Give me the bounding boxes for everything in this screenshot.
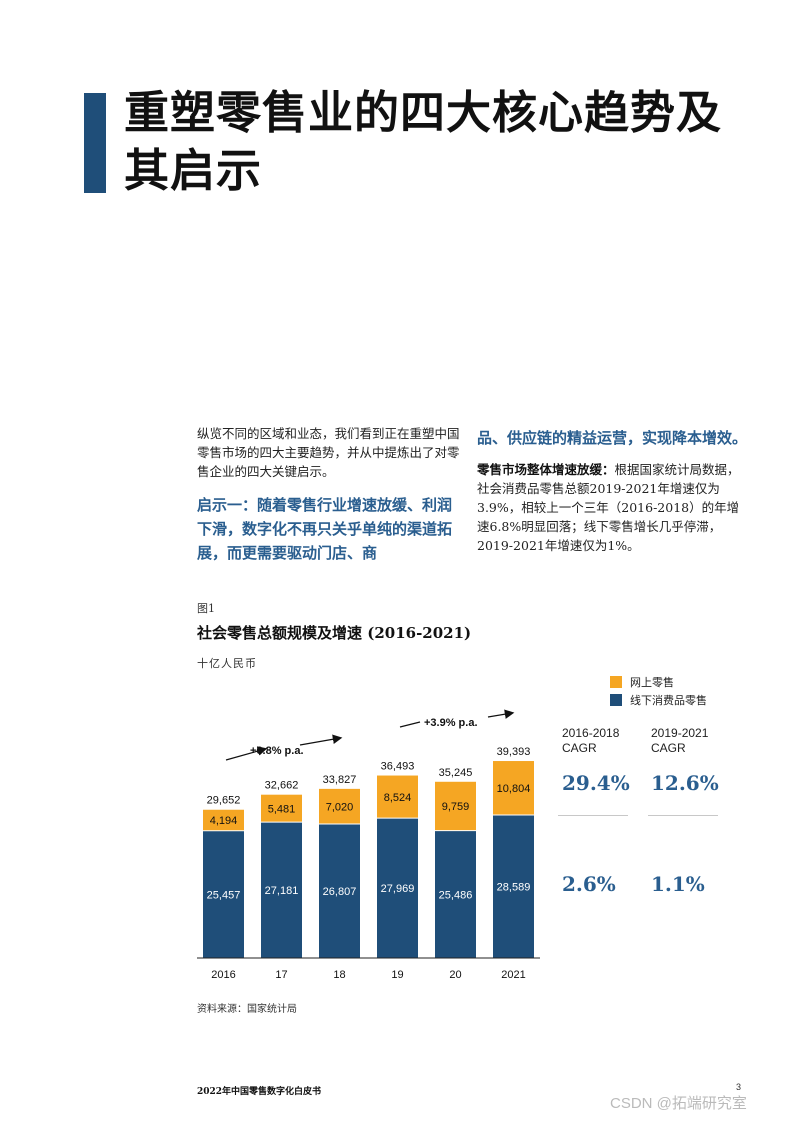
bar-offline-19 [377, 818, 418, 958]
label-online-2016: 4,194 [210, 815, 238, 827]
growth-annotation-2019-2021: +3.9% p.a. [424, 717, 478, 729]
label-offline-20: 25,486 [439, 889, 473, 901]
left-column: 纵览不同的区域和业态，我们看到正在重塑中国零售市场的四大主要趋势，并从中提炼出了… [197, 424, 463, 565]
market-paragraph-lead: 零售市场整体增速放缓： [477, 462, 615, 477]
label-total-18: 33,827 [323, 774, 357, 786]
bar-offline-20 [435, 830, 476, 958]
intro-paragraph: 纵览不同的区域和业态，我们看到正在重塑中国零售市场的四大主要趋势，并从中提炼出了… [197, 426, 460, 479]
label-offline-19: 27,969 [381, 883, 415, 895]
watermark: CSDN @拓端研究室 [610, 1095, 747, 1112]
page-number: 3 [736, 1082, 742, 1092]
x-tick-2016: 2016 [211, 969, 235, 981]
bar-online-2016 [203, 809, 244, 831]
label-total-19: 36,493 [381, 761, 415, 773]
insight-one-heading: 启示一：随着零售行业增速放缓、利润下滑，数字化不再只关乎单纯的渠道拓展，而更需要… [197, 496, 453, 562]
figure-title: 社会零售总额规模及增速 (2016-2021) [197, 624, 472, 642]
growth-annotation-2016-2018: +6.8% p.a. [250, 745, 304, 757]
figure-label: 图1 [197, 602, 215, 615]
cagr-online-2019-2021: 12.6% [651, 771, 719, 795]
growth-arrow-left-head [299, 734, 343, 746]
cagr-header-2016-2018: 2016-2018 CAGR [562, 726, 620, 755]
cagr-divider-left [558, 815, 628, 816]
legend-label-offline: 线下消费品零售 [630, 694, 707, 707]
footer-title: 2022年中国零售数字化白皮书 [197, 1087, 322, 1097]
insight-one-heading-continued: 品、供应链的精益运营，实现降本增效。 [477, 429, 748, 447]
bar-online-2021 [493, 761, 534, 816]
bar-online-18 [319, 788, 360, 824]
label-online-17: 5,481 [268, 803, 296, 815]
legend-item-offline: 线下消费品零售 [610, 692, 707, 708]
x-tick-18: 18 [333, 969, 345, 981]
legend-swatch-offline [610, 694, 622, 706]
x-tick-2021: 2021 [501, 969, 525, 981]
bar-offline-17 [261, 822, 302, 958]
bar-online-20 [435, 781, 476, 831]
cagr-online-2016-2018: 29.4% [562, 771, 630, 795]
label-total-2021: 39,393 [497, 746, 531, 758]
bar-online-19 [377, 775, 418, 819]
page-title: 重塑零售业的四大核心趋势及其启示 [124, 86, 723, 197]
label-offline-2016: 25,457 [207, 889, 241, 901]
label-offline-17: 27,181 [265, 885, 299, 897]
label-online-20: 9,759 [442, 801, 470, 813]
market-paragraph-body: 根据国家统计局数据，社会消费品零售总额2019-2021年增速仅为3.9%，相较… [477, 462, 740, 553]
right-column: 品、供应链的精益运营，实现降本增效。 零售市场整体增速放缓：根据国家统计局数据，… [477, 426, 749, 555]
market-paragraph: 零售市场整体增速放缓：根据国家统计局数据，社会消费品零售总额2019-2021年… [477, 460, 749, 555]
label-total-2016: 29,652 [207, 795, 241, 807]
bar-offline-2016 [203, 830, 244, 958]
growth-arrow-right-head [487, 709, 515, 719]
x-tick-17: 17 [275, 969, 287, 981]
label-online-18: 7,020 [326, 801, 354, 813]
growth-arrow-left-tail [225, 746, 268, 761]
label-total-20: 35,245 [439, 767, 473, 779]
label-online-2021: 10,804 [497, 783, 531, 795]
legend-item-online: 网上零售 [610, 674, 674, 690]
label-offline-2021: 28,589 [497, 882, 531, 894]
bar-offline-18 [319, 823, 360, 958]
x-tick-20: 20 [449, 969, 461, 981]
figure-unit: 十亿人民币 [197, 657, 257, 670]
label-offline-18: 26,807 [323, 886, 357, 898]
x-tick-19: 19 [391, 969, 403, 981]
figure-source: 资料来源：国家统计局 [197, 1004, 297, 1015]
label-online-19: 8,524 [384, 792, 412, 804]
title-accent-bar [84, 93, 106, 193]
legend-swatch-online [610, 676, 622, 688]
cagr-offline-2016-2018: 2.6% [562, 872, 616, 896]
bar-offline-2021 [493, 815, 534, 958]
bar-online-17 [261, 794, 302, 823]
label-total-17: 32,662 [265, 780, 299, 792]
legend-label-online: 网上零售 [630, 676, 674, 689]
growth-arrow-right-tail [399, 721, 421, 728]
cagr-divider-right [648, 815, 718, 816]
cagr-offline-2019-2021: 1.1% [651, 872, 705, 896]
cagr-header-2019-2021: 2019-2021 CAGR [651, 726, 709, 755]
